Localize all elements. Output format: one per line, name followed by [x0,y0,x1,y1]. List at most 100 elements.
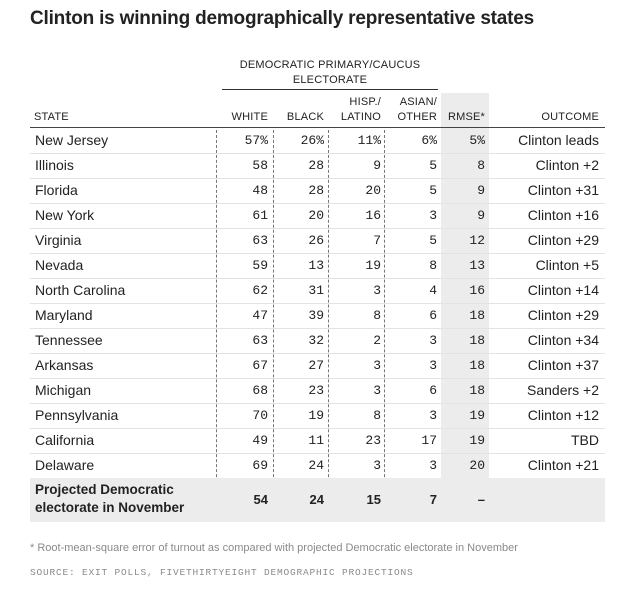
row-divider [30,178,605,179]
cell-hisp: 20 [365,183,381,198]
cell-black: 19 [308,408,324,423]
cell-state: Pennsylvania [35,407,119,423]
cell-black: 28 [308,183,324,198]
cell-outcome: Clinton +21 [527,457,599,473]
table-row: Michigan 68 23 3 6 18 Sanders +2 [30,378,605,403]
cell-asian: 6 [429,308,437,323]
cell-asian: 5 [429,233,437,248]
cell-asian: 5 [429,158,437,173]
cell-black: 11 [308,433,324,448]
cell-white: 62 [252,283,268,298]
column-header-rmse: RMSE* [447,111,485,123]
cell-asian: 3 [429,208,437,223]
cell-hisp: 3 [373,458,381,473]
table-row: Tennessee 63 32 2 3 18 Clinton +34 [30,328,605,353]
cell-rmse: 18 [469,358,485,373]
cell-hisp: 8 [373,408,381,423]
total-rmse-value: – [477,492,485,507]
cell-state: Maryland [35,307,93,323]
cell-asian: 6 [429,383,437,398]
table-row: California 49 11 23 17 19 TBD [30,428,605,453]
cell-white: 57% [244,133,268,148]
cell-hisp: 19 [365,258,381,273]
cell-rmse: 12 [469,233,485,248]
row-divider [30,228,605,229]
cell-outcome: Clinton +31 [527,182,599,198]
cell-white: 70 [252,408,268,423]
column-header-hisp-line-2: LATINO [340,111,381,123]
row-divider [30,328,605,329]
row-divider [30,453,605,454]
cell-black: 31 [308,283,324,298]
cell-white: 63 [252,333,268,348]
column-header-black: BLACK [286,111,324,123]
cell-hisp: 3 [373,358,381,373]
cell-state: Delaware [35,457,95,473]
cell-outcome: Clinton +16 [527,207,599,223]
cell-black: 23 [308,383,324,398]
footnote: * Root-mean-square error of turnout as c… [30,542,518,554]
group-header-line-1: Democratic primary/caucus [239,59,421,71]
group-header-line-2: electorate [292,74,368,86]
cell-white: 61 [252,208,268,223]
group-header-rule [222,89,438,90]
column-header-asian: ASIAN/ OTHER [386,95,437,125]
cell-rmse: 13 [469,258,485,273]
cell-outcome: Clinton +12 [527,407,599,423]
table-row: Virginia 63 26 7 5 12 Clinton +29 [30,228,605,253]
cell-hisp: 3 [373,283,381,298]
cell-black: 20 [308,208,324,223]
cell-black: 27 [308,358,324,373]
cell-asian: 3 [429,358,437,373]
cell-asian: 3 [429,408,437,423]
cell-outcome: Clinton +5 [535,257,599,273]
cell-rmse: 19 [469,408,485,423]
cell-white: 48 [252,183,268,198]
cell-outcome: Clinton +2 [535,157,599,173]
cell-state: New York [35,207,95,223]
cell-state: Nevada [35,257,84,273]
cell-asian: 6% [421,133,437,148]
cell-outcome: Clinton +29 [527,232,599,248]
cell-rmse: 9 [477,208,485,223]
row-divider [30,403,605,404]
table-row: Pennsylvania 70 19 8 3 19 Clinton +12 [30,403,605,428]
cell-state: Florida [35,182,78,198]
table-row: North Carolina 62 31 3 4 16 Clinton +14 [30,278,605,303]
cell-rmse: 18 [469,308,485,323]
cell-asian: 8 [429,258,437,273]
column-header-white: WHITE [231,111,268,123]
cell-outcome: Clinton leads [518,132,599,148]
cell-rmse: 16 [469,283,485,298]
column-divider [384,130,385,522]
cell-white: 63 [252,233,268,248]
total-row: Projected Democratic electorate in Novem… [30,478,605,522]
cell-rmse: 18 [469,383,485,398]
column-divider [216,130,217,522]
cell-black: 26 [308,233,324,248]
column-header-asian-line-2: OTHER [397,111,437,123]
cell-rmse: 18 [469,333,485,348]
cell-hisp: 7 [373,233,381,248]
cell-asian: 3 [429,333,437,348]
cell-rmse: 5% [469,133,485,148]
chart-title: Clinton is winning demographically repre… [30,8,535,29]
cell-white: 58 [252,158,268,173]
cell-white: 59 [252,258,268,273]
total-row-label: Projected Democratic electorate in Novem… [35,482,185,515]
cell-white: 67 [252,358,268,373]
row-divider [30,153,605,154]
cell-rmse: 8 [477,158,485,173]
cell-white: 68 [252,383,268,398]
cell-hisp: 16 [365,208,381,223]
cell-rmse: 19 [469,433,485,448]
cell-white: 69 [252,458,268,473]
cell-asian: 5 [429,183,437,198]
column-header-hisp: HISP./ LATINO [331,95,381,125]
total-asian-value: 7 [429,492,437,507]
cell-state: North Carolina [35,282,126,298]
group-header: Democratic primary/caucus electorate [222,58,438,88]
cell-outcome: Sanders +2 [527,382,599,398]
cell-state: Illinois [35,157,74,173]
cell-white: 49 [252,433,268,448]
